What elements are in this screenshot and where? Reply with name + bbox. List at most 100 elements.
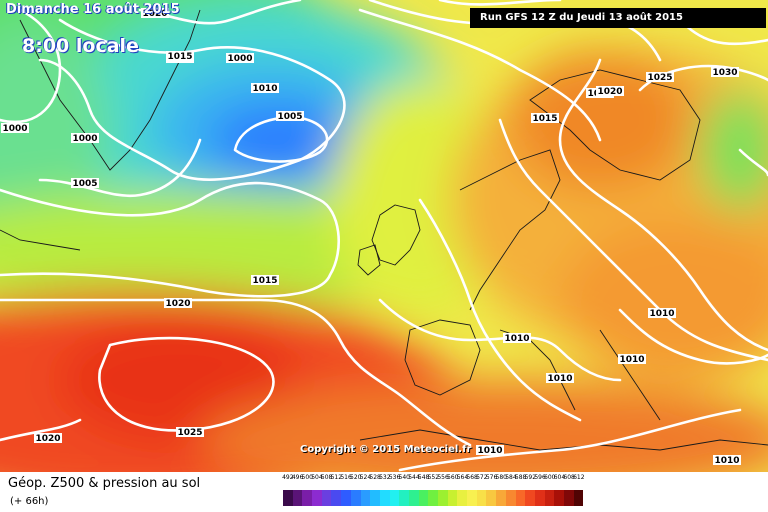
isobar-label: 1000 xyxy=(72,134,97,144)
isobar-label: 1015 xyxy=(167,52,192,62)
legend-tick-label: 524 xyxy=(359,474,372,481)
isobar-label-bg xyxy=(711,67,739,77)
legend-swatch xyxy=(544,490,555,506)
legend-swatch xyxy=(476,490,487,506)
legend-swatch xyxy=(292,490,303,506)
legend-tick-label: 576 xyxy=(485,474,498,481)
isobar-label: 1020 xyxy=(597,87,622,97)
isobar-label-bg xyxy=(1,123,29,133)
isobar-label: 1010 xyxy=(504,334,529,344)
isobar-label-bg xyxy=(166,51,194,61)
isobar-label: 1010 xyxy=(252,84,277,94)
isobar-label: 1025 xyxy=(177,428,202,438)
legend-tick-label: 568 xyxy=(466,474,478,481)
legend-swatch xyxy=(331,490,342,506)
isobar-label-bg xyxy=(546,373,574,383)
isobar-label-bg xyxy=(141,8,169,18)
legend-swatch xyxy=(457,490,468,506)
legend-swatch xyxy=(379,490,390,506)
isobar-label: 1010 xyxy=(477,446,502,456)
legend-tick-label: 512 xyxy=(330,474,343,481)
legend-tick-label: 612 xyxy=(573,474,585,481)
legend-swatch xyxy=(350,490,361,506)
isobar-label-bg xyxy=(646,72,674,82)
isobar-label: 1015 xyxy=(252,276,277,286)
legend-swatch xyxy=(573,490,584,506)
isobar-label: 1020 xyxy=(35,434,60,444)
legend-swatch xyxy=(341,490,351,506)
legend-swatch xyxy=(418,490,429,506)
isobar-label-bg xyxy=(34,433,62,443)
forecast-date: Dimanche 16 août 2015 xyxy=(6,2,180,17)
isobar-label: 1010 xyxy=(547,374,572,384)
forecast-local-time: 8:00 locale xyxy=(22,35,139,57)
isobar-label: 1025 xyxy=(647,73,672,83)
legend-swatch xyxy=(428,490,438,506)
isobar-label: 1005 xyxy=(72,179,97,189)
model-run-label: Run GFS 12 Z du Jeudi 13 août 2015 xyxy=(470,8,766,28)
legend-footer: Géop. Z500 & pression au sol (+ 66h) 492… xyxy=(0,472,768,512)
legend-tick-label: 496 xyxy=(291,474,304,481)
map-parameter-title: Géop. Z500 & pression au sol xyxy=(8,476,201,491)
legend-tick-label: 608 xyxy=(563,474,575,481)
legend-tick-label: 552 xyxy=(427,474,440,481)
legend-tick-label: 520 xyxy=(350,474,362,481)
legend-swatch xyxy=(283,490,293,506)
legend-tick-label: 580 xyxy=(495,474,507,481)
isobar-label: 1030 xyxy=(712,68,737,78)
legend-tick-label: 588 xyxy=(514,474,527,481)
legend-tick-label: 508 xyxy=(320,474,333,481)
legend-swatch xyxy=(389,490,400,506)
legend-swatch xyxy=(370,490,380,506)
legend-swatch xyxy=(534,490,545,506)
isobar-label-bg xyxy=(596,86,624,96)
isobar-label-bg xyxy=(476,445,504,455)
legend-swatch xyxy=(399,490,409,506)
legend-swatch xyxy=(563,490,574,506)
isobar-label-bg xyxy=(71,178,99,188)
isobar-label-bg xyxy=(251,83,279,93)
isobar-label: 1000 xyxy=(2,124,27,134)
isobar-label-bg xyxy=(531,113,559,123)
legend-tick-label: 516 xyxy=(340,474,352,481)
isobar-label-bg xyxy=(618,354,646,364)
legend-swatch xyxy=(554,490,564,506)
legend-tick-label: 500 xyxy=(301,474,313,481)
isobar-label: 1010 xyxy=(619,355,644,365)
legend-tick-label: 560 xyxy=(447,474,459,481)
legend-tick-label: 596 xyxy=(534,474,546,481)
legend-swatch xyxy=(515,490,526,506)
isobar-label-bg xyxy=(648,308,676,318)
legend-tick-label: 564 xyxy=(456,474,469,481)
legend-swatch xyxy=(467,490,477,506)
legend-tick-label: 544 xyxy=(408,474,420,481)
legend-tick-label: 592 xyxy=(524,474,537,481)
legend-tick-label: 540 xyxy=(398,474,410,481)
legend-swatch xyxy=(321,490,332,506)
forecast-lead-time: (+ 66h) xyxy=(10,496,49,507)
isobar-label-bg xyxy=(251,275,279,285)
legend-swatch xyxy=(408,490,419,506)
legend-tick-label: 528 xyxy=(369,474,381,481)
isobar-label: 1010 xyxy=(649,309,674,319)
isobar-label-bg xyxy=(164,298,192,308)
legend-tick-label: 536 xyxy=(388,474,401,481)
legend-tick-label: 532 xyxy=(379,474,391,481)
isobar-label-bg xyxy=(176,427,204,437)
legend-swatch xyxy=(496,490,506,506)
isobar-label-bg xyxy=(226,53,254,63)
legend-tick-label: 572 xyxy=(476,474,488,481)
legend-swatch xyxy=(360,490,371,506)
legend-tick-label: 584 xyxy=(505,474,517,481)
legend-tick-label: 556 xyxy=(437,474,449,481)
isobar-label-bg xyxy=(71,133,99,143)
isobar-label: 1020 xyxy=(165,299,190,309)
legend-swatch xyxy=(302,490,313,506)
isobar-label: 1020 xyxy=(142,9,167,19)
isobar-label-bg xyxy=(713,455,741,465)
legend-swatch xyxy=(505,490,516,506)
isobar-label: 1000 xyxy=(227,54,252,64)
legend-tick-label: 600 xyxy=(544,474,556,481)
isobar-labels: 1020 1015 1010 1005 1000 1000 1005 1000 1015 1020… xyxy=(1,8,741,466)
